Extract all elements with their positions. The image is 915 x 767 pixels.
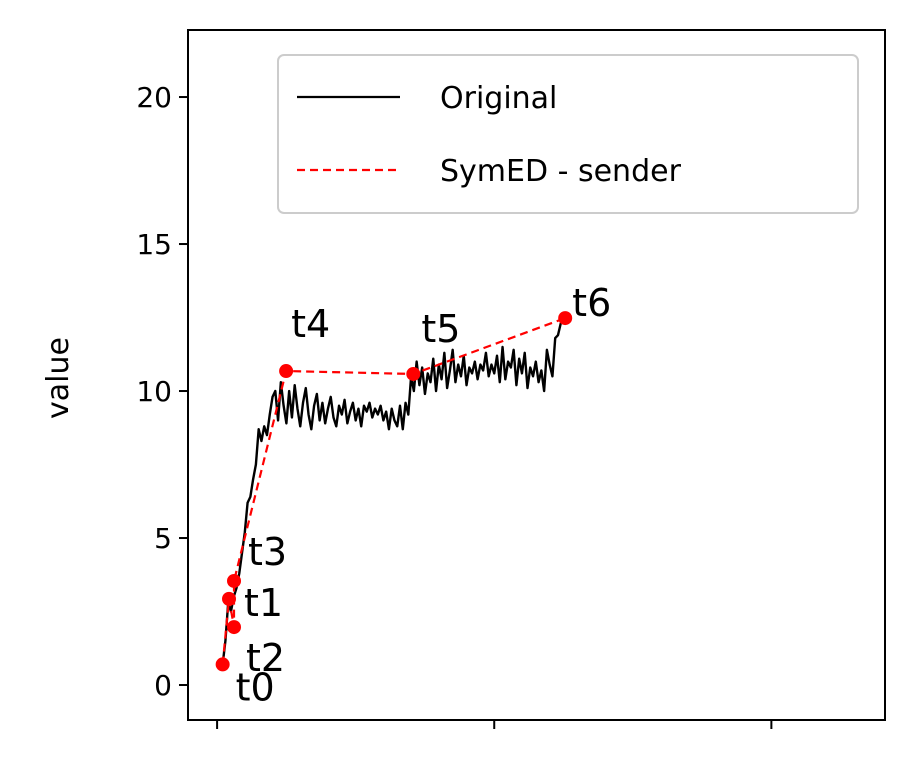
point <box>215 657 230 672</box>
point-label: t6 <box>572 281 611 325</box>
point-label: t2 <box>246 636 285 680</box>
plot-frame <box>187 29 886 721</box>
point <box>279 364 294 379</box>
y-tick-label: 20 <box>136 81 172 114</box>
point-label: t0 <box>236 665 275 709</box>
point-label: t5 <box>421 307 460 351</box>
y-tick-label: 5 <box>154 522 172 555</box>
point-label: t1 <box>244 581 283 625</box>
point <box>227 620 242 635</box>
point <box>558 311 573 326</box>
y-tick-label: 0 <box>154 669 172 702</box>
y-axis-label: value <box>41 337 76 419</box>
y-tick-label: 15 <box>136 228 172 261</box>
point <box>227 573 242 588</box>
legend-box <box>277 54 859 214</box>
y-tick-label: 10 <box>136 375 172 408</box>
legend-label: Original <box>440 81 557 116</box>
point-label: t3 <box>248 530 287 574</box>
point <box>406 366 421 381</box>
point <box>222 591 237 606</box>
legend-label: SymED - sender <box>440 154 682 189</box>
point-label: t4 <box>291 302 330 346</box>
